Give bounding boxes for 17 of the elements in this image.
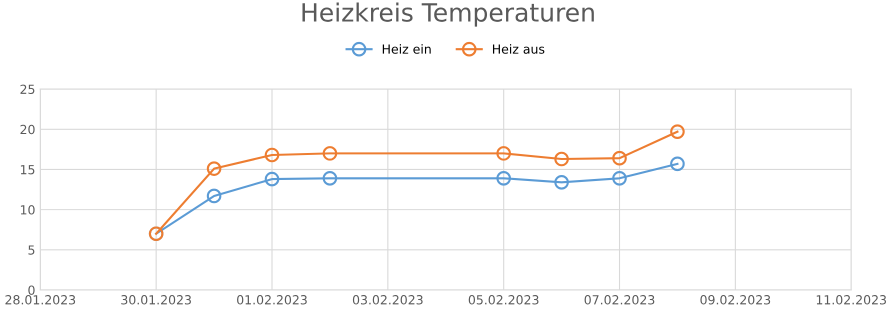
legend-label: Heiz ein (382, 44, 431, 54)
x-tick-label: 05.02.2023 (468, 295, 538, 305)
x-tick-label: 28.01.2023 (5, 295, 76, 305)
y-tick-label: 20 (20, 124, 35, 134)
legend-label: Heiz aus (492, 44, 544, 54)
x-tick-label: 01.02.2023 (237, 295, 307, 305)
x-tick-label: 11.02.2023 (816, 295, 886, 305)
y-tick-label: 15 (20, 165, 34, 174)
y-tick-label: 10 (20, 205, 35, 215)
y-tick-label: 0 (28, 285, 35, 295)
y-tick-label: 25 (20, 84, 34, 94)
x-tick-label: 03.02.2023 (352, 295, 423, 305)
y-tick-label: 5 (28, 245, 34, 255)
chart-title: Heizkreis Temperaturen (302, 2, 594, 27)
x-tick-label: 07.02.2023 (584, 295, 654, 305)
x-tick-label: 09.02.2023 (700, 295, 770, 305)
x-tick-label: 30.01.2023 (121, 295, 191, 305)
